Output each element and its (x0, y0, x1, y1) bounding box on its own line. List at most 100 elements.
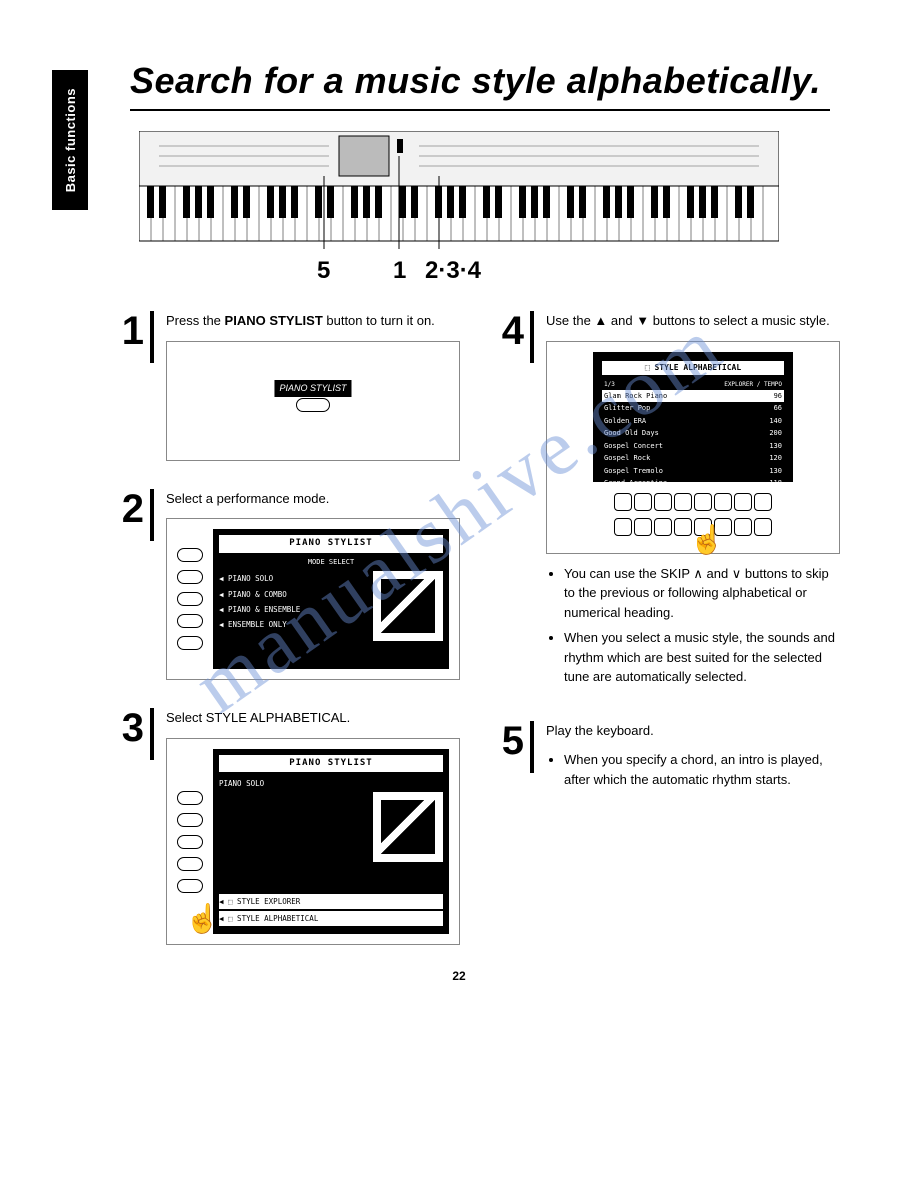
style-name: Gospel Concert (604, 441, 663, 452)
callout-234: 2·3·4 (425, 257, 481, 285)
style-tempo: 96 (774, 391, 782, 402)
figure-mode-select: PIANO STYLIST MODE SELECT ◀ PIANO SOLO ◀… (166, 518, 460, 680)
step-number: 5 (500, 721, 534, 773)
screen-title: PIANO STYLIST (219, 755, 443, 773)
piano-stylist-button-icon (296, 398, 330, 412)
step-1: 1 Press the PIANO STYLIST button to turn… (120, 311, 460, 461)
step-5: 5 Play the keyboard. When you specify a … (500, 721, 840, 796)
panel-button-icon (634, 518, 652, 536)
bullet-item: You can use the SKIP ∧ and ∨ buttons to … (564, 564, 840, 623)
side-button-icon (177, 570, 203, 584)
style-list-row: Grand Argentina 118 (602, 477, 784, 490)
panel-button-icon (694, 493, 712, 511)
style-list-row: Glitter Pop 66 (602, 402, 784, 415)
manual-page: Basic functions Search for a music style… (0, 0, 918, 1013)
step-text: Select a performance mode. (166, 489, 460, 509)
style-name: Golden ERA (604, 416, 646, 427)
style-name: Good Old Days (604, 428, 659, 439)
panel-button-icon (714, 493, 732, 511)
step-bullets: You can use the SKIP ∧ and ∨ buttons to … (546, 564, 840, 687)
step-bullets: When you specify a chord, an intro is pl… (546, 750, 840, 789)
step-text: Select STYLE ALPHABETICAL. (166, 708, 460, 728)
side-button-icon (177, 857, 203, 871)
screen-title: ⬚ STYLE ALPHABETICAL (602, 361, 784, 375)
step-number: 1 (120, 311, 154, 363)
page-title: Search for a music style alphabetically. (130, 60, 830, 111)
step-text: Press the PIANO STYLIST button to turn i… (166, 311, 460, 331)
panel-button-icon (654, 493, 672, 511)
screen-title: PIANO STYLIST (219, 535, 443, 553)
style-tempo: 120 (769, 453, 782, 464)
section-tab: Basic functions (52, 70, 88, 210)
style-tempo: 130 (769, 441, 782, 452)
screen-row: ◀ ⬚ STYLE ALPHABETICAL (219, 911, 443, 926)
page-indicator: 1/3 (604, 380, 615, 389)
style-list-row: Glam Rock Piano 96 (602, 390, 784, 403)
section-tab-label: Basic functions (63, 88, 78, 192)
side-button-icon (177, 614, 203, 628)
screen-subtitle: MODE SELECT (219, 557, 443, 568)
screen-image-icon (373, 571, 443, 641)
style-tempo: 118 (769, 478, 782, 489)
steps-columns: 1 Press the PIANO STYLIST button to turn… (120, 311, 858, 973)
side-button-icon (177, 813, 203, 827)
style-tempo: 140 (769, 416, 782, 427)
step-4: 4 Use the ▲ and ▼ buttons to select a mu… (500, 311, 840, 693)
pointing-hand-icon: ☝ (690, 519, 725, 561)
style-list-row: Good Old Days 200 (602, 427, 784, 440)
left-column: 1 Press the PIANO STYLIST button to turn… (120, 311, 460, 973)
step-text: Play the keyboard. (546, 721, 840, 741)
screen-subtitle: PIANO SOLO (219, 776, 443, 791)
panel-button-icon (674, 493, 692, 511)
bullet-item: When you specify a chord, an intro is pl… (564, 750, 840, 789)
callout-1: 1 (393, 257, 406, 285)
panel-button-icon (754, 493, 772, 511)
style-list-row: Gospel Rock 120 (602, 452, 784, 465)
panel-button-icon (654, 518, 672, 536)
keyboard-diagram: 5 1 2·3·4 (60, 131, 858, 287)
panel-button-icon (614, 518, 632, 536)
figure-button-panel: PIANO STYLIST (166, 341, 460, 461)
down-triangle-icon: ▼ (636, 313, 649, 328)
bullet-item: When you select a music style, the sound… (564, 628, 840, 687)
step-number: 2 (120, 489, 154, 541)
right-column: 4 Use the ▲ and ▼ buttons to select a mu… (500, 311, 840, 973)
panel-button-icon (634, 493, 652, 511)
style-tempo: 130 (769, 466, 782, 477)
button-label: PIANO STYLIST (274, 380, 351, 398)
page-number: 22 (452, 969, 465, 983)
up-triangle-icon: ▲ (594, 313, 607, 328)
side-button-icon (177, 548, 203, 562)
style-list-row: Gospel Tremolo 130 (602, 465, 784, 478)
style-tempo: 66 (774, 403, 782, 414)
screen-image-icon (373, 792, 443, 862)
side-button-icon (177, 636, 203, 650)
style-list: Glam Rock Piano96Glitter Pop66Golden ERA… (602, 390, 784, 503)
figure-style-list: ⬚ STYLE ALPHABETICAL 1/3 EXPLORER / TEMP… (546, 341, 840, 554)
side-button-icon (177, 592, 203, 606)
side-buttons (177, 529, 203, 669)
style-tempo: 200 (769, 428, 782, 439)
lcd-screen: PIANO STYLIST PIANO SOLO ◀ ⬚ STYLE EXPLO… (213, 749, 449, 934)
side-button-icon (177, 791, 203, 805)
panel-button-icon (614, 493, 632, 511)
style-name: Gospel Tremolo (604, 466, 663, 477)
step-2: 2 Select a performance mode. PIANO STYLI… (120, 489, 460, 681)
style-name: Glam Rock Piano (604, 391, 667, 402)
panel-button-icon (734, 493, 752, 511)
panel-button-icon (754, 518, 772, 536)
lcd-screen: PIANO STYLIST MODE SELECT ◀ PIANO SOLO ◀… (213, 529, 449, 669)
style-list-row: Gospel Concert 130 (602, 440, 784, 453)
style-name: Grand Argentina (604, 478, 667, 489)
figure-style-alpha: PIANO STYLIST PIANO SOLO ◀ ⬚ STYLE EXPLO… (166, 738, 460, 945)
style-name: Gospel Rock (604, 453, 650, 464)
lcd-screen: ⬚ STYLE ALPHABETICAL 1/3 EXPLORER / TEMP… (593, 352, 793, 482)
callout-5: 5 (317, 257, 330, 285)
step-number: 3 (120, 708, 154, 760)
keyboard-callouts: 5 1 2·3·4 (139, 257, 779, 287)
style-list-row: Golden ERA 140 (602, 415, 784, 428)
keyboard-svg (139, 131, 779, 251)
screen-row: ◀ ⬚ STYLE EXPLORER (219, 894, 443, 909)
style-name: Glitter Pop (604, 403, 650, 414)
step-3: 3 Select STYLE ALPHABETICAL. PIANO STYLI… (120, 708, 460, 945)
